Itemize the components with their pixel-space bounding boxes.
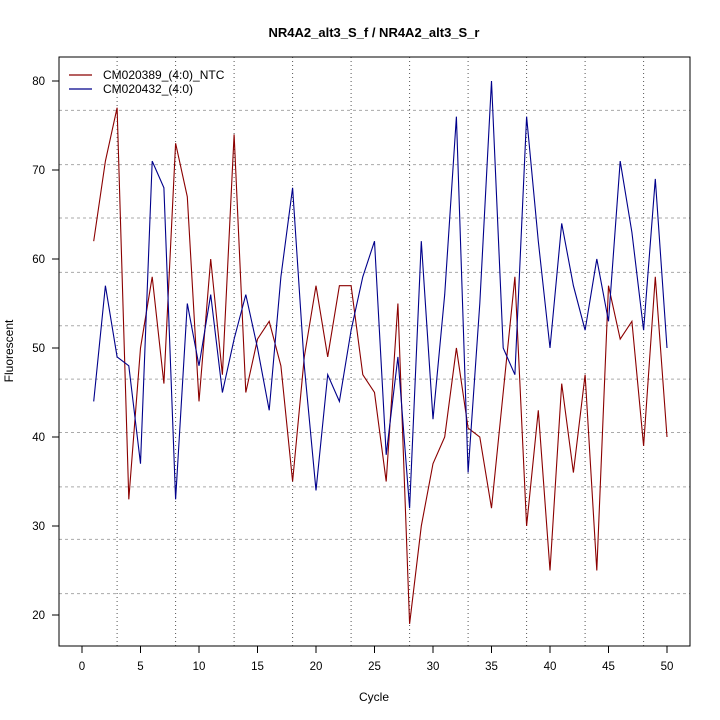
grid	[59, 57, 690, 646]
legend-label-1: CM020432_(4:0)	[103, 82, 193, 96]
y-tick-label: 50	[32, 343, 45, 355]
y-axis-label: Fluorescent	[2, 319, 16, 382]
x-tick-label: 50	[661, 661, 674, 673]
x-tick-label: 20	[310, 661, 323, 673]
plot-border	[58, 56, 691, 647]
y-tick-label: 30	[32, 521, 45, 533]
x-tick-label: 0	[79, 661, 85, 673]
x-tick-label: 40	[544, 661, 557, 673]
series-line-1	[93, 80, 668, 509]
x-tick-label: 5	[137, 661, 143, 673]
y-tick-label: 80	[32, 76, 45, 88]
y-tick-label: 20	[32, 610, 45, 622]
x-tick-label: 10	[193, 661, 206, 673]
x-axis: 0 5 10 15 20 25 30 35 40 45 50	[79, 645, 674, 673]
legend-label-0: CM020389_(4:0)_NTC	[103, 68, 225, 82]
series-line-0	[93, 107, 668, 624]
series-group	[93, 80, 668, 624]
x-tick-label: 25	[368, 661, 381, 673]
x-tick-label: 45	[602, 661, 615, 673]
x-axis-label: Cycle	[359, 690, 389, 704]
x-tick-label: 35	[485, 661, 498, 673]
chart-title: NR4A2_alt3_S_f / NR4A2_alt3_S_r	[269, 25, 480, 40]
y-tick-label: 60	[32, 254, 45, 266]
x-tick-label: 15	[251, 661, 264, 673]
y-tick-label: 70	[32, 165, 45, 177]
y-axis: 20 30 40 50 60 70 80	[32, 76, 60, 622]
y-tick-label: 40	[32, 432, 45, 444]
x-tick-label: 30	[427, 661, 440, 673]
